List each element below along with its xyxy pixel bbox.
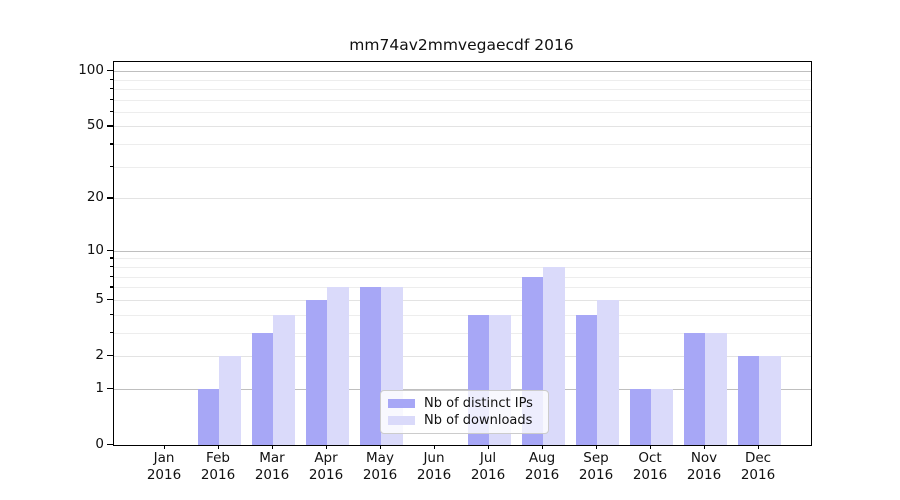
legend-label-distinct-ips: Nb of distinct IPs [424, 395, 533, 411]
gridline-y-60 [114, 111, 811, 113]
x-tick-label-jun: Jun 2016 [416, 450, 452, 483]
x-tick-sep [596, 445, 598, 449]
y-tick-50 [107, 125, 113, 127]
bar-downloads-dec [759, 356, 781, 445]
y-tick-2 [107, 354, 113, 357]
y-tick-90 [109, 78, 113, 80]
y-tick-40 [109, 143, 113, 145]
bar-distinct-ips-feb [197, 388, 219, 445]
y-tick-3 [109, 331, 113, 334]
bar-distinct-ips-nov [683, 332, 705, 445]
bar-downloads-feb [219, 356, 241, 445]
y-tick-60 [109, 110, 113, 113]
gridline-y-3 [114, 332, 811, 334]
y-tick-label-1: 1 [95, 379, 104, 396]
gridline-y-50 [114, 126, 811, 128]
x-tick-mar [272, 445, 274, 449]
x-tick-label-sep: Sep 2016 [578, 450, 614, 483]
x-tick-label-mar: Mar 2016 [254, 450, 290, 483]
x-tick-feb [218, 445, 220, 449]
gridline-y-90 [114, 79, 811, 81]
x-tick-label-jan: Jan 2016 [146, 450, 182, 483]
gridline-y-2 [114, 355, 811, 357]
x-tick-label-oct: Oct 2016 [632, 450, 668, 483]
y-tick-20 [107, 197, 113, 199]
gridline-y-8 [114, 266, 811, 268]
y-tick-8 [109, 265, 113, 268]
gridline-y-10 [114, 250, 811, 252]
chart-title: mm74av2mmvegaecdf 2016 [349, 36, 574, 54]
bar-distinct-ips-dec [737, 356, 759, 445]
bar-downloads-nov [705, 332, 727, 445]
y-tick-10 [107, 249, 113, 252]
y-tick-label-10: 10 [86, 241, 104, 258]
legend-swatch-downloads [388, 416, 415, 426]
x-tick-label-jul: Jul 2016 [470, 450, 506, 483]
x-tick-aug [542, 445, 544, 449]
gridline-y-70 [114, 99, 811, 101]
gridline-y-80 [114, 88, 811, 90]
bar-distinct-ips-oct [629, 388, 651, 445]
x-tick-label-aug: Aug 2016 [524, 450, 560, 483]
y-tick-label-100: 100 [78, 62, 104, 79]
gridline-y-1 [114, 388, 811, 390]
y-tick-label-5: 5 [95, 290, 104, 307]
y-tick-label-20: 20 [86, 189, 104, 206]
legend-item-downloads: Nb of downloads [388, 413, 540, 428]
bar-downloads-mar [273, 314, 295, 445]
bar-downloads-apr [327, 287, 349, 445]
x-tick-jan [164, 445, 166, 449]
x-tick-label-dec: Dec 2016 [740, 450, 776, 483]
y-tick-80 [109, 87, 113, 90]
bar-distinct-ips-mar [251, 332, 273, 445]
gridline-y-9 [114, 258, 811, 260]
y-tick-label-2: 2 [95, 346, 104, 363]
x-tick-may [380, 445, 382, 449]
y-tick-30 [109, 165, 113, 168]
y-tick-6 [109, 286, 113, 288]
y-tick-9 [109, 257, 113, 259]
legend-label-downloads: Nb of downloads [424, 413, 533, 429]
x-tick-label-feb: Feb 2016 [200, 450, 236, 483]
gridline-y-40 [114, 144, 811, 146]
y-tick-label-0: 0 [95, 436, 104, 452]
y-tick-4 [109, 313, 113, 315]
gridline-y-7 [114, 276, 811, 278]
x-tick-oct [650, 445, 652, 449]
bar-downloads-sep [597, 299, 619, 445]
gridline-y-30 [114, 166, 811, 168]
y-tick-7 [109, 275, 113, 277]
x-tick-jun [434, 445, 436, 449]
y-tick-5 [107, 298, 113, 301]
y-tick-70 [109, 98, 113, 101]
gridline-y-6 [114, 287, 811, 289]
gridline-y-5 [114, 299, 811, 301]
gridline-y-20 [114, 198, 811, 200]
x-tick-apr [326, 445, 328, 449]
x-tick-label-may: May 2016 [362, 450, 398, 483]
bar-distinct-ips-sep [575, 314, 597, 445]
legend-swatch-distinct-ips [388, 398, 415, 408]
plot-area: Nb of distinct IPs Nb of downloads [113, 61, 812, 446]
gridline-y-4 [114, 314, 811, 316]
bar-distinct-ips-apr [305, 299, 327, 445]
legend-item-distinct-ips: Nb of distinct IPs [388, 396, 540, 411]
x-tick-label-nov: Nov 2016 [686, 450, 722, 483]
x-tick-nov [704, 445, 706, 449]
y-tick-label-50: 50 [86, 117, 104, 134]
y-tick-1 [107, 387, 113, 390]
gridline-y-100 [114, 71, 811, 73]
x-tick-jul [488, 445, 490, 449]
bar-distinct-ips-may [359, 287, 381, 445]
y-tick-100 [107, 70, 113, 72]
x-tick-label-apr: Apr 2016 [308, 450, 344, 483]
y-tick-0 [107, 444, 113, 446]
x-tick-dec [758, 445, 760, 449]
bar-downloads-oct [651, 388, 673, 445]
legend: Nb of distinct IPs Nb of downloads [380, 390, 549, 434]
